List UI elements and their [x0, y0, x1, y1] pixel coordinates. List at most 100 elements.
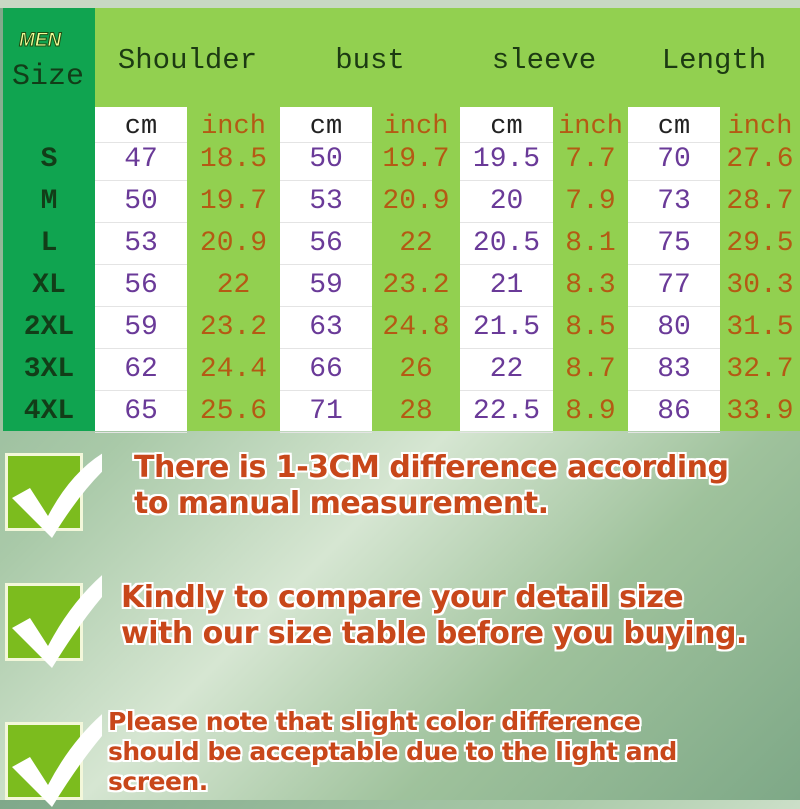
table-cell: 73: [628, 181, 720, 223]
size-label: 2XL: [23, 312, 75, 343]
table-cell: 86: [628, 391, 720, 433]
note-line: Kindly to compare your detail size: [121, 580, 684, 615]
note-2: Kindly to compare your detail size with …: [121, 580, 747, 652]
table-cell: 21: [460, 265, 553, 307]
note-line: There is 1-3CM difference according: [134, 450, 729, 485]
table-cell: 59: [280, 265, 372, 307]
note-1: There is 1-3CM difference according to m…: [134, 450, 729, 522]
unit-label: inch: [383, 112, 449, 142]
cm-column: cm 50 53 56 59 63 66 71: [280, 107, 372, 433]
table-cell: 50: [95, 181, 187, 223]
table-cell: 8.1: [565, 228, 616, 259]
inch-column: inch 7.7 7.9 8.1 8.3 8.5 8.7 8.9: [553, 107, 628, 431]
table-cell: 28.7: [726, 186, 794, 217]
table-cell: 28: [399, 396, 433, 427]
table-cell: 27.6: [726, 144, 794, 175]
table-cell: 22: [460, 349, 553, 391]
table-cell: 22: [399, 228, 433, 259]
table-cell: 33.9: [726, 396, 794, 427]
table-cell: 83: [628, 349, 720, 391]
size-header: Size: [12, 60, 85, 94]
size-table: MEN Size S M L XL 2XL 3XL 4XL Shoulder bust slee…: [3, 8, 800, 433]
table-cell: 18.5: [199, 144, 268, 175]
table-cell: 50: [280, 139, 372, 181]
size-label: S: [40, 144, 58, 175]
table-cell: 47: [95, 139, 187, 181]
table-cell: 19.7: [382, 144, 450, 175]
table-cell: 22.5: [460, 391, 553, 433]
cm-column: cm 19.5 20 20.5 21 21.5 22 22.5: [460, 107, 553, 433]
table-cell: 65: [95, 391, 187, 433]
table-cell: 26: [399, 354, 433, 385]
checkmark-icon: [12, 575, 102, 668]
cm-column: cm 70 73 75 77 80 83 86: [628, 107, 720, 433]
table-cell: 24.4: [199, 354, 268, 385]
checkbox: [5, 453, 102, 538]
size-label: 3XL: [23, 354, 75, 385]
table-cell: 20.9: [382, 186, 450, 217]
table-cell: 53: [95, 223, 187, 265]
note-line: screen.: [108, 767, 208, 796]
table-cell: 66: [280, 349, 372, 391]
note-3: Please note that slight color difference…: [108, 707, 677, 797]
size-label: 4XL: [23, 396, 75, 427]
table-cell: 80: [628, 307, 720, 349]
column-header: Shoulder: [117, 44, 258, 77]
inch-column: inch 19.7 20.9 22 23.2 24.8 26 28: [372, 107, 460, 431]
table-cell: 7.9: [565, 186, 616, 217]
table-cell: 32.7: [726, 354, 794, 385]
checkbox: [5, 575, 102, 668]
column-header: Length: [661, 44, 767, 77]
gender-label: MEN: [18, 30, 62, 52]
table-cell: 23.2: [199, 312, 268, 343]
table-cell: 20.9: [199, 228, 268, 259]
size-label: XL: [32, 270, 66, 301]
checkbox: [5, 714, 102, 807]
table-cell: 19.7: [199, 186, 268, 217]
table-cell: 30.3: [726, 270, 794, 301]
checkmark-icon: [12, 453, 102, 538]
table-cell: 7.7: [565, 144, 616, 175]
cm-column: cm 47 50 53 56 59 62 65: [95, 107, 187, 433]
inch-column: inch 27.6 28.7 29.5 30.3 31.5 32.7 33.9: [720, 107, 800, 431]
table-cell: 8.5: [565, 312, 616, 343]
table-cell: 20: [460, 181, 553, 223]
note-line: Please note that slight color difference: [108, 707, 641, 736]
table-cell: 8.3: [565, 270, 616, 301]
table-cell: 70: [628, 139, 720, 181]
table-cell: 8.9: [565, 396, 616, 427]
column-header: bust: [335, 44, 405, 77]
table-cell: 56: [280, 223, 372, 265]
table-cell: 8.7: [565, 354, 616, 385]
table-cell: 75: [628, 223, 720, 265]
table-cell: 24.8: [382, 312, 450, 343]
note-line: to manual measurement.: [134, 486, 549, 521]
column-header: sleeve: [491, 44, 597, 77]
unit-label: cm: [95, 107, 187, 143]
table-cell: 29.5: [726, 228, 794, 259]
table-cell: 31.5: [726, 312, 794, 343]
checkmark-icon: [12, 714, 102, 807]
size-column: MEN Size S M L XL 2XL 3XL 4XL: [3, 8, 95, 431]
table-cell: 56: [95, 265, 187, 307]
note-line: should be acceptable due to the light an…: [108, 737, 677, 766]
table-cell: 71: [280, 391, 372, 433]
top-border: [0, 0, 800, 8]
note-line: with our size table before you buying.: [121, 616, 747, 651]
table-cell: 23.2: [382, 270, 450, 301]
table-cell: 59: [95, 307, 187, 349]
table-cell: 25.6: [199, 396, 268, 427]
unit-label: cm: [280, 107, 372, 143]
size-label: L: [40, 228, 58, 259]
table-cell: 62: [95, 349, 187, 391]
inch-column: inch 18.5 19.7 20.9 22 23.2 24.4 25.6: [187, 107, 280, 431]
table-cell: 21.5: [460, 307, 553, 349]
unit-label: cm: [460, 107, 553, 143]
table-cell: 77: [628, 265, 720, 307]
table-cell: 22: [216, 270, 251, 301]
unit-label: inch: [201, 112, 266, 142]
unit-label: inch: [727, 112, 793, 142]
unit-label: cm: [628, 107, 720, 143]
table-cell: 63: [280, 307, 372, 349]
unit-label: inch: [558, 112, 623, 142]
